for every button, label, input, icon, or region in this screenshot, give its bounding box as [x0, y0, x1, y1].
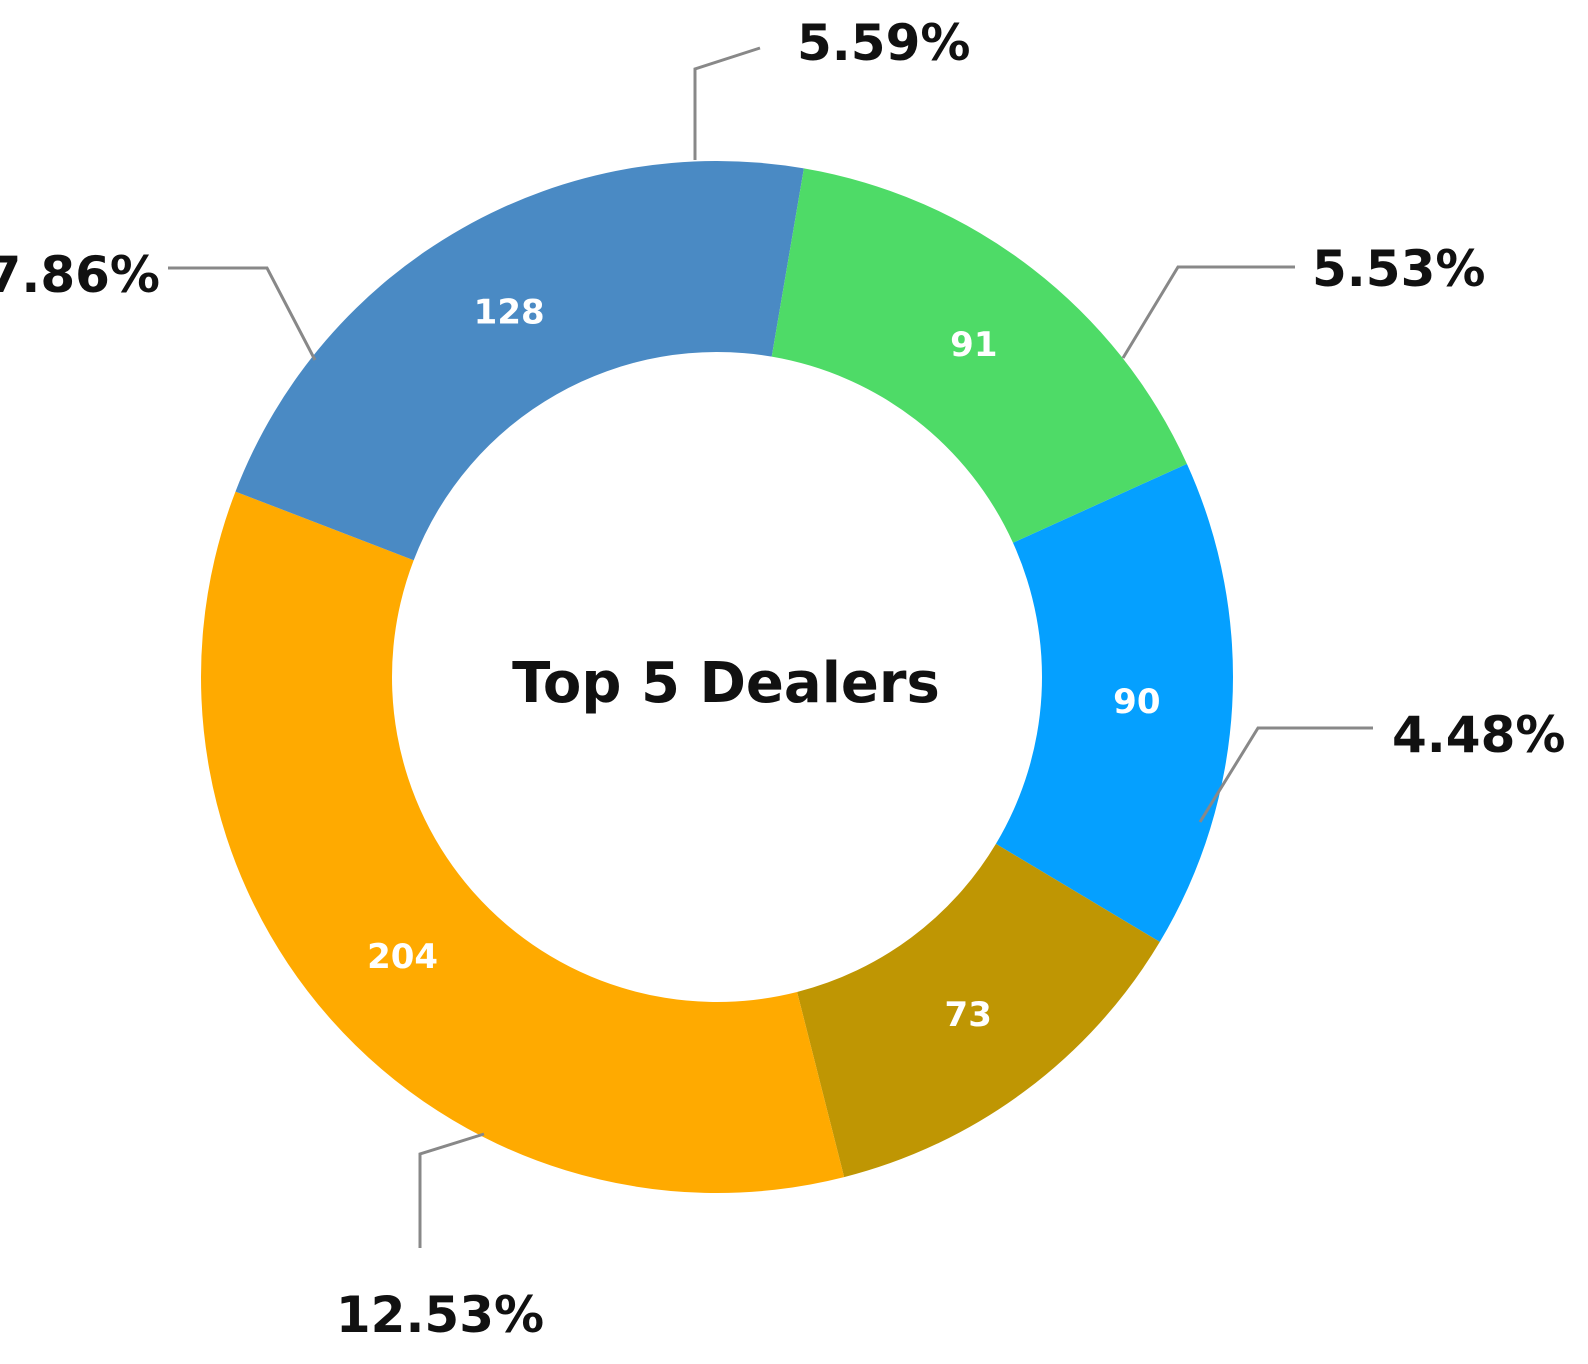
leader-line: [1198, 726, 1373, 823]
slice-value-label: 73: [945, 995, 992, 1035]
leader-line: [1121, 265, 1295, 359]
leader-line: [168, 266, 317, 361]
percent-label: 4.48%: [1392, 706, 1565, 764]
slice-value-labels: 90 73 204 128 91: [367, 292, 1160, 1035]
slice-value-label: 91: [950, 325, 997, 365]
donut-slice: [771, 168, 1187, 543]
leader-line: [418, 1132, 485, 1248]
percent-label: 7.86%: [0, 246, 160, 304]
slice-value-label: 204: [367, 937, 438, 977]
donut-slice: [201, 491, 845, 1193]
donut-slices: [201, 161, 1233, 1193]
donut-slice: [995, 463, 1233, 942]
donut-slice: [235, 161, 804, 561]
slice-value-label: 128: [474, 292, 545, 332]
percent-label: 12.53%: [336, 1286, 544, 1344]
chart-title: Top 5 Dealers: [512, 651, 940, 716]
percent-labels: 5.53% 4.48% 12.53% 7.86% 5.59%: [0, 14, 1565, 1344]
leader-line: [693, 46, 761, 160]
donut-slice: [797, 843, 1160, 1178]
slice-value-label: 90: [1113, 682, 1160, 722]
percent-label: 5.59%: [797, 14, 970, 72]
percent-label: 5.53%: [1312, 240, 1485, 298]
leader-lines: [168, 46, 1373, 1248]
